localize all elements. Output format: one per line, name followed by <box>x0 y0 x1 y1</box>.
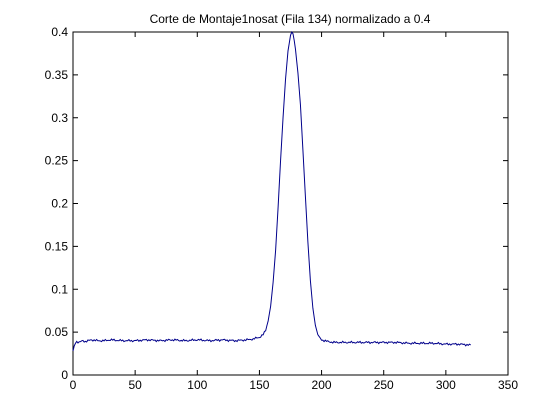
chart-title: Corte de Montaje1nosat (Fila 134) normal… <box>150 12 431 26</box>
x-tick-label: 300 <box>436 378 456 392</box>
x-axis: 0 50 100 150 200 250 300 350 <box>70 32 518 392</box>
x-tick-label: 100 <box>187 378 207 392</box>
y-tick-label: 0.3 <box>51 111 68 125</box>
x-tick-label: 200 <box>312 378 332 392</box>
y-tick-label: 0.05 <box>45 325 69 339</box>
x-tick-label: 0 <box>70 378 77 392</box>
y-tick-label: 0.4 <box>51 25 68 39</box>
x-tick-label: 250 <box>374 378 394 392</box>
plot-area <box>72 31 509 376</box>
y-tick-label: 0.15 <box>45 239 69 253</box>
y-tick-label: 0.2 <box>51 197 68 211</box>
x-tick-label: 150 <box>249 378 269 392</box>
series-layer <box>72 30 471 352</box>
y-tick-label: 0.25 <box>45 154 69 168</box>
x-tick-label: 50 <box>128 378 142 392</box>
y-tick-label: 0.1 <box>51 282 68 296</box>
y-tick-label: 0 <box>61 368 68 382</box>
y-axis: 0 0.05 0.1 0.15 0.2 0.25 0.3 0.35 0.4 <box>45 25 508 382</box>
x-tick-label: 350 <box>498 378 518 392</box>
y-tick-label: 0.35 <box>45 68 69 82</box>
series-line-0 <box>72 30 471 352</box>
